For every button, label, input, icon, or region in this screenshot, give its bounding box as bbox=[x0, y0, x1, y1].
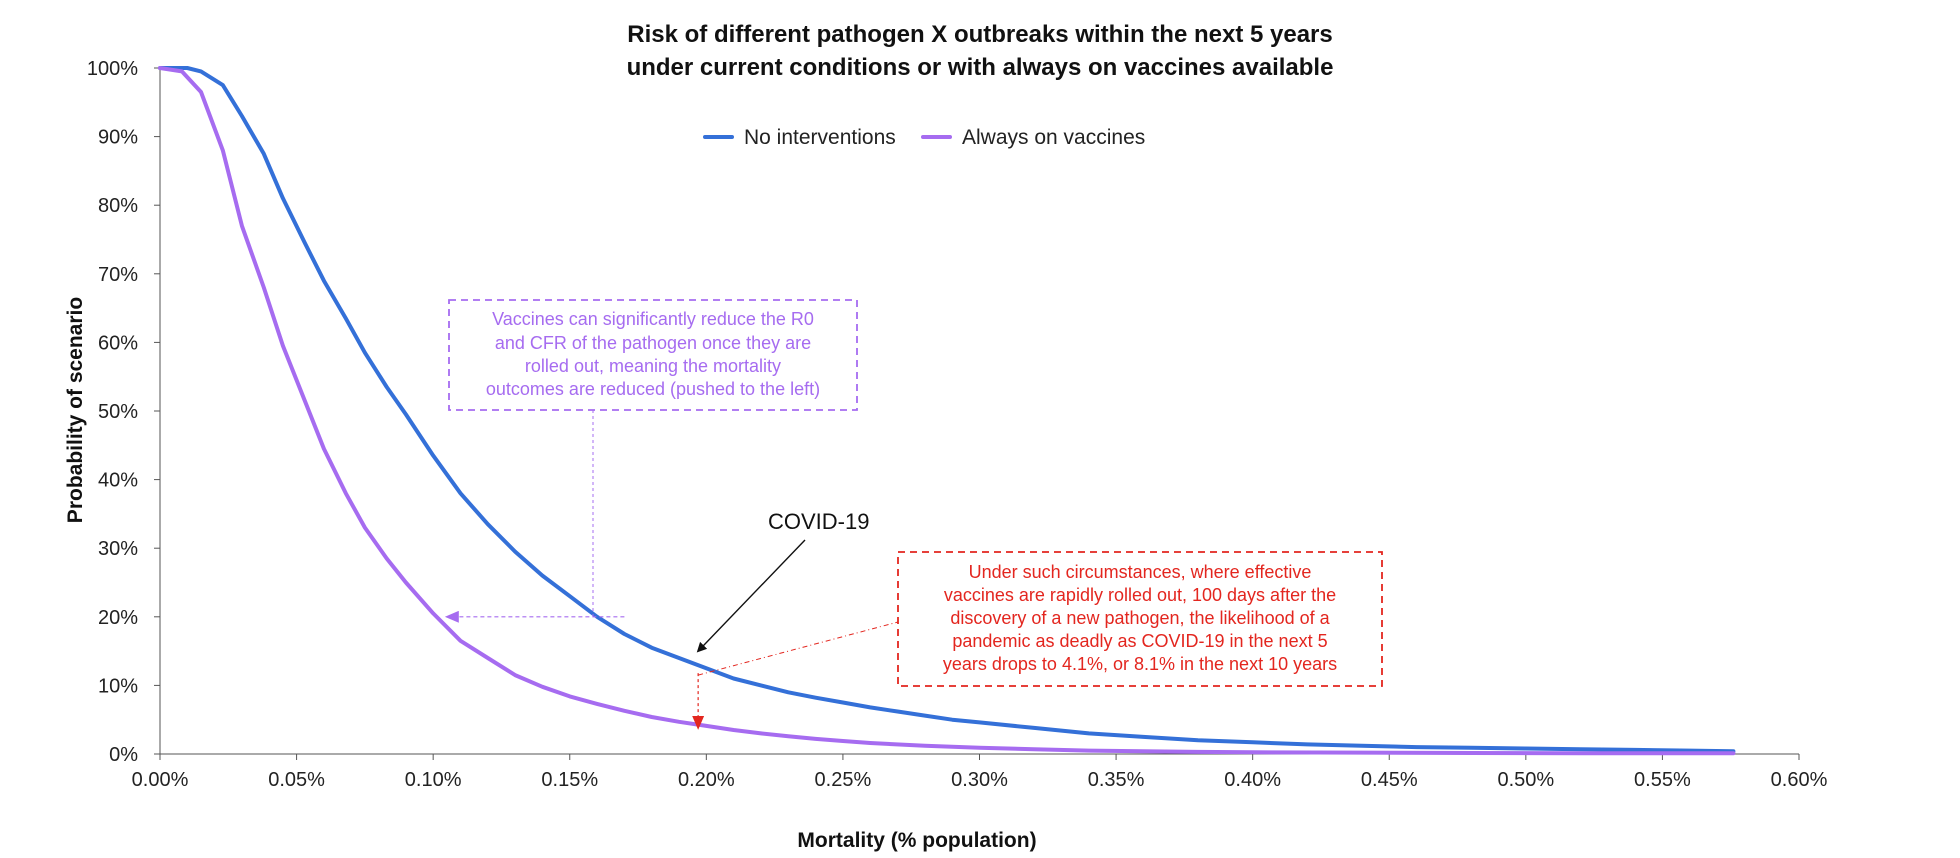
circumstances-annotation-line-2: vaccines are rapidly rolled out, 100 day… bbox=[944, 585, 1336, 605]
y-tick-label: 20% bbox=[98, 607, 138, 629]
vaccines-annotation-line-2: and CFR of the pathogen once they are bbox=[495, 333, 811, 353]
y-tick-label: 40% bbox=[98, 470, 138, 492]
chart-title-line-2: under current conditions or with always … bbox=[627, 54, 1334, 81]
series-line-no-interventions bbox=[158, 66, 1736, 754]
y-tick-label: 80% bbox=[98, 195, 138, 217]
chart-title-line-1: Risk of different pathogen X outbreaks w… bbox=[627, 21, 1332, 48]
x-tick-label: 0.35% bbox=[1088, 769, 1145, 791]
x-tick-label: 0.50% bbox=[1497, 769, 1554, 791]
x-tick-label: 0.25% bbox=[815, 769, 872, 791]
y-axis-ticks: 0% 10% 20% 30% 40% 50% 60% 70% 80% 90% 100% bbox=[87, 58, 160, 766]
y-tick-label: 50% bbox=[98, 401, 138, 423]
vaccines-annotation-line-1: Vaccines can significantly reduce the R0 bbox=[492, 309, 814, 329]
x-tick-label: 0.40% bbox=[1224, 769, 1281, 791]
x-axis-title: Mortality (% population) bbox=[797, 829, 1036, 852]
y-tick-label: 60% bbox=[98, 332, 138, 354]
legend-label-always-on-vaccines: Always on vaccines bbox=[962, 126, 1145, 149]
x-tick-label: 0.05% bbox=[268, 769, 325, 791]
circumstances-annotation-line-4: pandemic as deadly as COVID-19 in the ne… bbox=[952, 631, 1327, 651]
x-tick-label: 0.10% bbox=[405, 769, 462, 791]
x-tick-label: 0.60% bbox=[1771, 769, 1828, 791]
circumstances-annotation-line-1: Under such circumstances, where effectiv… bbox=[969, 562, 1312, 582]
x-tick-label: 0.00% bbox=[132, 769, 189, 791]
circumstances-annotation: Under such circumstances, where effectiv… bbox=[692, 551, 1383, 730]
legend: No interventions Always on vaccines bbox=[703, 126, 1145, 149]
covid-annotation: COVID-19 bbox=[696, 509, 869, 653]
vaccines-annotation-line-4: outcomes are reduced (pushed to the left… bbox=[486, 379, 820, 399]
circumstances-annotation-line-3: discovery of a new pathogen, the likelih… bbox=[950, 608, 1330, 628]
circumstances-annotation-box bbox=[897, 551, 1383, 687]
covid-arrow bbox=[696, 539, 806, 653]
y-tick-label: 70% bbox=[98, 264, 138, 286]
legend-label-no-interventions: No interventions bbox=[744, 126, 896, 149]
x-tick-label: 0.45% bbox=[1361, 769, 1418, 791]
vaccines-annotation-line-3: rolled out, meaning the mortality bbox=[525, 356, 781, 376]
x-tick-label: 0.55% bbox=[1634, 769, 1691, 791]
circumstances-annotation-line-5: years drops to 4.1%, or 8.1% in the next… bbox=[943, 654, 1337, 674]
y-tick-label: 100% bbox=[87, 58, 138, 80]
y-axis-title: Probability of scenario bbox=[64, 297, 87, 523]
x-tick-label: 0.15% bbox=[541, 769, 598, 791]
y-tick-label: 10% bbox=[98, 675, 138, 697]
vaccines-annotation-box bbox=[448, 299, 858, 411]
y-tick-label: 30% bbox=[98, 538, 138, 560]
series-line-always-on-vaccines bbox=[158, 66, 1736, 756]
y-tick-label: 90% bbox=[98, 127, 138, 149]
x-tick-label: 0.20% bbox=[678, 769, 735, 791]
covid-label: COVID-19 bbox=[768, 509, 869, 534]
vaccines-annotation: Vaccines can significantly reduce the R0… bbox=[444, 299, 858, 623]
circumstances-connector-line bbox=[698, 621, 899, 676]
x-axis-ticks: 0.00% 0.05% 0.10% 0.15% 0.20% 0.25% 0.30% 0.35%… bbox=[132, 754, 1828, 791]
y-tick-label: 0% bbox=[109, 744, 138, 766]
x-tick-label: 0.30% bbox=[951, 769, 1008, 791]
